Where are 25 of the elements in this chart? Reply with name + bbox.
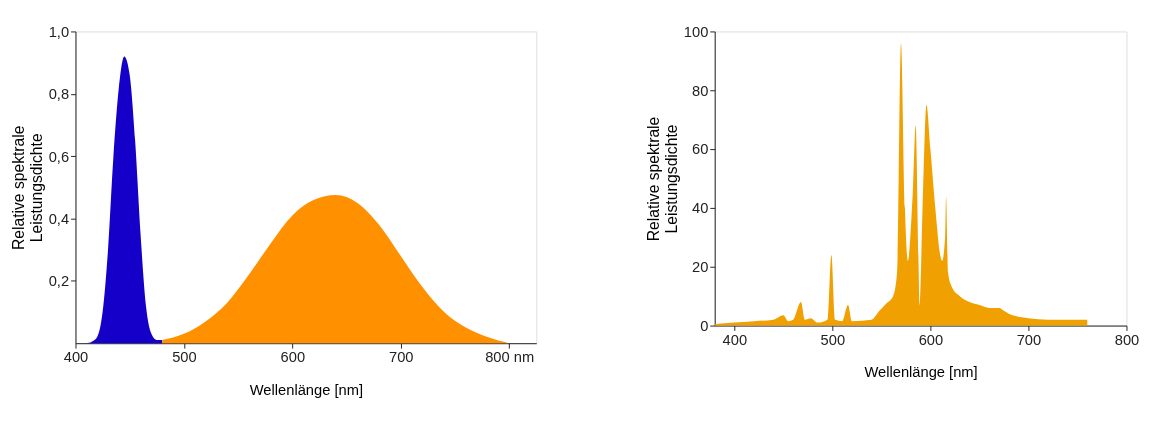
- y-axis-title: Relative spektrale Leistungsdichte: [10, 125, 45, 251]
- y-tick-label: 0,8: [48, 86, 70, 103]
- y-axis-title: Relative spektrale Leistungsdichte: [645, 116, 680, 242]
- y-tick-label: 0: [700, 317, 709, 334]
- x-tick-label: 800 nm: [485, 349, 535, 366]
- y-tick-label: 0,2: [48, 273, 70, 290]
- x-tick-label: 500: [172, 349, 197, 366]
- y-tick-label: 40: [691, 200, 709, 217]
- y-tick-label: 100: [683, 23, 709, 40]
- x-axis-title: Wellenlänge [nm]: [864, 364, 978, 381]
- y-tick-label: 80: [691, 82, 709, 99]
- x-tick-label: 600: [918, 331, 944, 348]
- y-tick-label: 20: [691, 259, 709, 276]
- x-tick-label: 600: [280, 349, 306, 366]
- x-tick-label: 800: [1114, 331, 1140, 348]
- y-tick-label: 0,4: [48, 210, 70, 227]
- x-tick-label: 700: [388, 349, 414, 366]
- y-tick-label: 0,6: [48, 148, 70, 165]
- x-axis-title: Wellenlänge [nm]: [249, 381, 363, 398]
- x-tick-label: 400: [63, 349, 89, 366]
- x-tick-label: 700: [1016, 331, 1042, 348]
- x-tick-label: 500: [820, 331, 846, 348]
- y-tick-label: 1,0: [48, 23, 70, 40]
- x-tick-label: 400: [722, 331, 748, 348]
- y-tick-label: 60: [691, 141, 709, 158]
